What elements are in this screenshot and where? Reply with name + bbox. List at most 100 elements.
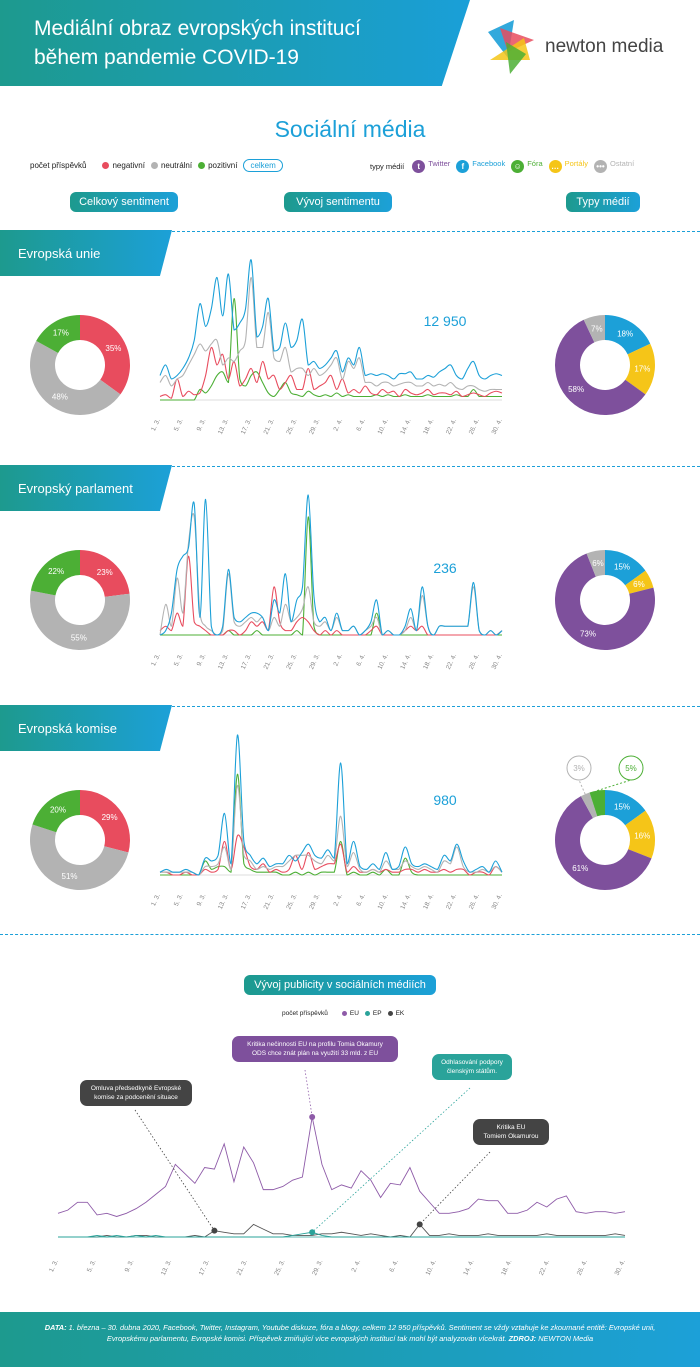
- publicity-line-eu: [57, 1116, 626, 1217]
- institution-charts: 35% 48% 17% 18% 17% 58% 7% 1. 3. 5. 3. 9. 3. 13. 3…: [29, 259, 655, 436]
- trend-chart: 1. 3. 5. 3. 9. 3. 13. 3. 17. 3. 21. 3. 25. 3. 2…: [150, 494, 504, 671]
- x-tick-label: 22. 4.: [538, 1259, 551, 1277]
- sentiment-donut-slice-neutrální: [29, 590, 131, 651]
- annotation-leader: [419, 1151, 491, 1225]
- x-tick-label: 30. 4.: [491, 418, 504, 436]
- trend-line-total: [159, 734, 503, 876]
- x-tick-label: 10. 4.: [377, 653, 390, 671]
- section-title: Sociální média: [274, 116, 426, 142]
- x-tick-label: 18. 4.: [422, 893, 435, 911]
- legend-media-fóra: ☺ Fóra: [511, 159, 543, 173]
- x-tick-label: 14. 4.: [399, 893, 412, 911]
- x-tick-label: 6. 4.: [355, 893, 367, 908]
- annotation-criticism-line1: Kritika EU: [496, 1124, 526, 1131]
- x-tick-label: 21. 3.: [236, 1259, 249, 1277]
- media-donut-label: 15%: [614, 803, 630, 812]
- sentiment-donut-label: 51%: [62, 872, 78, 881]
- media-donut-label: 18%: [617, 329, 633, 338]
- section-divider: [172, 231, 700, 232]
- x-tick-label: 22. 4.: [445, 418, 458, 436]
- legend-neutral: neutrální: [150, 161, 192, 170]
- x-tick-label: 22. 4.: [445, 653, 458, 671]
- section-divider: [172, 466, 700, 467]
- neutral-dot-icon: [150, 162, 158, 169]
- x-tick-label: 5. 3.: [86, 1259, 98, 1274]
- legend-eu-label: EU: [349, 1010, 359, 1017]
- x-tick-label: 2. 4.: [333, 418, 345, 433]
- x-tick-label: 2. 4.: [333, 653, 345, 668]
- media-legend-label: typy médií: [370, 161, 405, 171]
- media-donut-label: 58%: [568, 385, 584, 394]
- annotation-leader: [304, 1069, 313, 1118]
- x-tick-label: 17. 3.: [240, 418, 253, 436]
- media-donut-leader: [578, 779, 586, 795]
- media-donut-slice-facebook: [605, 550, 646, 586]
- trend-chart: 1. 3. 5. 3. 9. 3. 13. 3. 17. 3. 21. 3. 25. 3. 2…: [150, 259, 504, 436]
- x-tick-label: 25. 3.: [285, 653, 298, 671]
- institution-charts: 23%55%22%15%6%73%6%1. 3. 5. 3. 9. 3. 13. 3.…: [29, 494, 655, 671]
- media-donut-slice-ostatní: [580, 792, 598, 819]
- sentiment-donut-slice-negativní: [80, 315, 130, 395]
- trend-line-total: [159, 494, 503, 636]
- legend-media-label: Twitter: [428, 159, 451, 168]
- section-divider: [172, 706, 700, 707]
- media-donut-slice-twitter: [555, 553, 655, 650]
- x-tick-label: 29. 3.: [308, 418, 321, 436]
- x-tick-label: 10. 4.: [377, 418, 390, 436]
- annotation-okamura-line1: Kritika nečinnosti EU na profilu Tomia O…: [247, 1041, 383, 1048]
- x-tick-label: 18. 4.: [500, 1259, 513, 1277]
- trend-line-total: [159, 259, 503, 380]
- x-tick-label: 29. 3.: [308, 653, 321, 671]
- x-tick-label: 13. 3.: [217, 418, 230, 436]
- logo-text: newton media: [545, 36, 664, 57]
- x-tick-label: 26. 4.: [468, 653, 481, 671]
- x-tick-label: 1. 3.: [150, 893, 162, 908]
- legend-ek-label: EK: [395, 1010, 405, 1017]
- x-tick-label: 29. 3.: [311, 1259, 324, 1277]
- annotation-marker: [416, 1221, 423, 1228]
- annotation-marker: [211, 1227, 218, 1234]
- legend-label: počet příspěvků: [30, 161, 87, 170]
- institution-total: 980: [433, 792, 457, 808]
- media-donut-label: 7%: [591, 324, 603, 333]
- trend-line-positive: [160, 297, 502, 401]
- x-tick-label: 21. 3.: [263, 653, 276, 671]
- media-donut-bubble: [618, 755, 644, 781]
- sentiment-donut-label: 29%: [102, 813, 118, 822]
- x-tick-label: 6. 4.: [355, 418, 367, 433]
- media-legend: typy médií t Twitter f Facebook ☺ Fóra … Portál…: [370, 159, 634, 173]
- x-tick-label: 25. 3.: [285, 418, 298, 436]
- media-donut-label: 16%: [634, 831, 650, 840]
- legend-total: celkem: [243, 159, 283, 172]
- institution-charts: 29% 51% 20% 15% 16% 61% 3% 5% 1. 3. 5. 3. 9. 3. 13.…: [29, 734, 656, 911]
- media-donut-label: 61%: [572, 864, 588, 873]
- x-tick-label: 17. 3.: [240, 653, 253, 671]
- sentiment-donut-label: 55%: [71, 633, 87, 642]
- x-tick-label: 17. 3.: [198, 1259, 211, 1277]
- x-tick-label: 30. 4.: [614, 1259, 627, 1277]
- twitter-icon: t: [412, 160, 426, 173]
- x-tick-label: 29. 3.: [308, 893, 321, 911]
- sentiment-donut-slice-pozitivní: [30, 550, 81, 596]
- legend-positive: pozitivní: [198, 161, 237, 170]
- x-tick-label: 5. 3.: [173, 418, 185, 433]
- x-tick-label: 1. 3.: [150, 653, 162, 668]
- x-tick-label: 18. 4.: [422, 418, 435, 436]
- media-donut-slice-fóra: [589, 790, 605, 817]
- x-tick-label: 14. 4.: [399, 418, 412, 436]
- sentiment-donut-slice-pozitivní: [36, 315, 80, 353]
- pill-overall-sentiment: Celkový sentiment: [70, 192, 178, 212]
- x-tick-label: 30. 4.: [491, 653, 504, 671]
- x-tick-label: 25. 3.: [273, 1259, 286, 1277]
- x-tick-label: 26. 4.: [468, 418, 481, 436]
- legend-ek: EK: [387, 1010, 405, 1017]
- media-donut-slice-twitter: [554, 319, 646, 415]
- legend-negative-label: negativní: [112, 161, 145, 170]
- section-divider: [0, 934, 700, 935]
- media-donut-slice-portály: [625, 570, 654, 594]
- trend-line-negative: [159, 346, 503, 399]
- annotation-leader: [134, 1109, 215, 1231]
- annotation-okamura-profile: Kritika nečinnosti EU na profilu Tomia O…: [232, 1036, 398, 1062]
- trend-line-neutral: [159, 784, 503, 876]
- x-tick-label: 22. 4.: [445, 893, 458, 911]
